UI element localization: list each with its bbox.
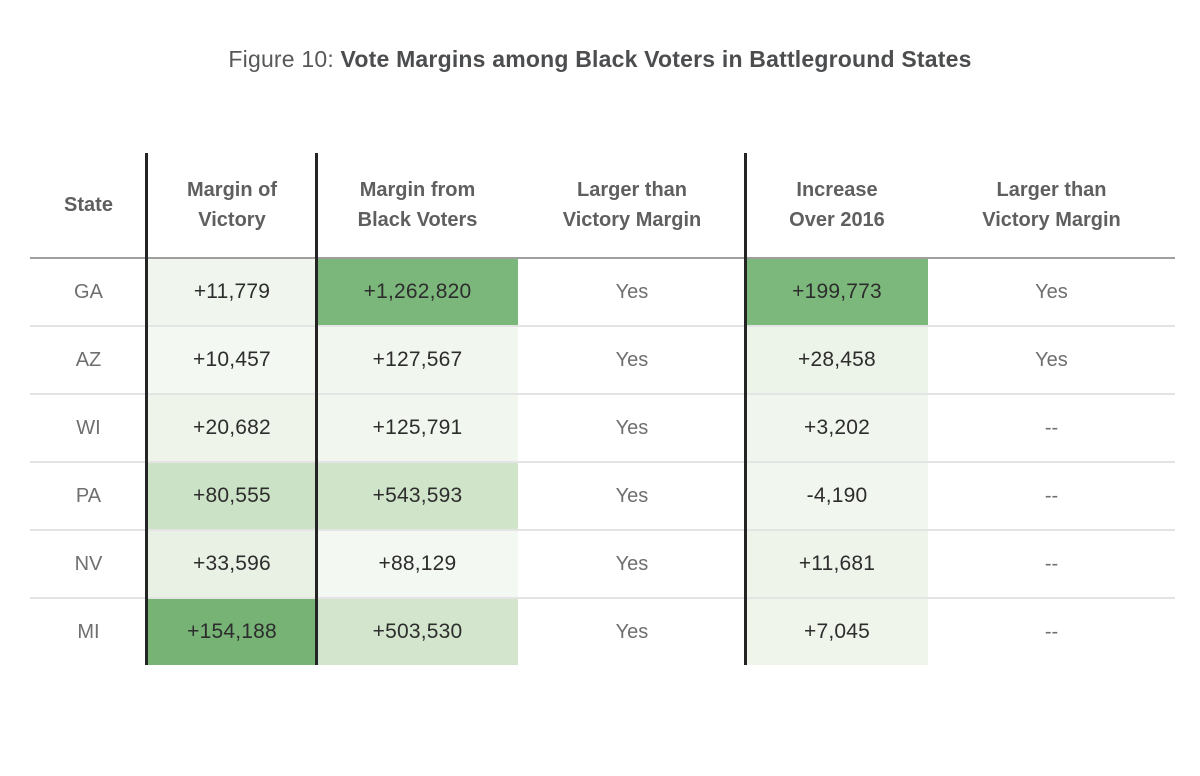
margin-from-black-voters-cell: +127,567 [317, 327, 518, 393]
state-cell: WI [30, 395, 147, 461]
increase-over-2016-cell: +199,773 [746, 259, 928, 325]
larger-than-victory-margin-cell: Yes [518, 327, 746, 393]
margin-from-black-voters-cell: +1,262,820 [317, 259, 518, 325]
figure-title: Figure 10: Vote Margins among Black Vote… [0, 46, 1200, 73]
table-row-wi: WI +20,682 +125,791 Yes +3,202 -- [30, 393, 1175, 461]
increase-over-2016-cell: +28,458 [746, 327, 928, 393]
larger-than-victory-margin-cell: Yes [518, 463, 746, 529]
larger-than-victory-margin-2-cell: Yes [928, 259, 1175, 325]
margin-from-black-voters-cell: +88,129 [317, 531, 518, 597]
larger-than-victory-margin-2-cell: -- [928, 395, 1175, 461]
figure-title-main: Vote Margins among Black Voters in Battl… [340, 46, 972, 72]
figure-title-prefix: Figure 10: [228, 46, 341, 72]
increase-over-2016-cell: -4,190 [746, 463, 928, 529]
larger-than-victory-margin-2-cell: Yes [928, 327, 1175, 393]
state-cell: NV [30, 531, 147, 597]
table-row-mi: MI +154,188 +503,530 Yes +7,045 -- [30, 597, 1175, 665]
larger-than-victory-margin-cell: Yes [518, 531, 746, 597]
header-increase-over-2016: Increase Over 2016 [789, 179, 885, 231]
margin-of-victory-cell: +33,596 [147, 531, 317, 597]
larger-than-victory-margin-2-cell: -- [928, 599, 1175, 665]
state-cell: AZ [30, 327, 147, 393]
state-cell: MI [30, 599, 147, 665]
margin-from-black-voters-cell: +125,791 [317, 395, 518, 461]
margin-of-victory-cell: +20,682 [147, 395, 317, 461]
table-header-row: State Margin of Victory Margin from Blac… [30, 153, 1175, 259]
header-larger-than-victory-margin-2: Larger than Victory Margin [982, 179, 1121, 231]
state-cell: GA [30, 259, 147, 325]
margin-from-black-voters-cell: +543,593 [317, 463, 518, 529]
larger-than-victory-margin-2-cell: -- [928, 463, 1175, 529]
table-row-pa: PA +80,555 +543,593 Yes -4,190 -- [30, 461, 1175, 529]
table-row-ga: GA +11,779 +1,262,820 Yes +199,773 Yes [30, 259, 1175, 325]
larger-than-victory-margin-cell: Yes [518, 599, 746, 665]
header-state: State [64, 194, 113, 216]
header-larger-than-victory-margin: Larger than Victory Margin [562, 179, 702, 231]
increase-over-2016-cell: +7,045 [746, 599, 928, 665]
header-margin-from-black-voters: Margin from Black Voters [357, 179, 478, 231]
table-row-az: AZ +10,457 +127,567 Yes +28,458 Yes [30, 325, 1175, 393]
larger-than-victory-margin-2-cell: -- [928, 531, 1175, 597]
state-cell: PA [30, 463, 147, 529]
margin-of-victory-cell: +154,188 [147, 599, 317, 665]
header-margin-of-victory: Margin of Victory [187, 179, 277, 231]
larger-than-victory-margin-cell: Yes [518, 259, 746, 325]
margin-from-black-voters-cell: +503,530 [317, 599, 518, 665]
increase-over-2016-cell: +11,681 [746, 531, 928, 597]
margin-of-victory-cell: +80,555 [147, 463, 317, 529]
margin-of-victory-cell: +10,457 [147, 327, 317, 393]
vote-margins-table: State Margin of Victory Margin from Blac… [30, 153, 1175, 665]
table-row-nv: NV +33,596 +88,129 Yes +11,681 -- [30, 529, 1175, 597]
margin-of-victory-cell: +11,779 [147, 259, 317, 325]
increase-over-2016-cell: +3,202 [746, 395, 928, 461]
larger-than-victory-margin-cell: Yes [518, 395, 746, 461]
